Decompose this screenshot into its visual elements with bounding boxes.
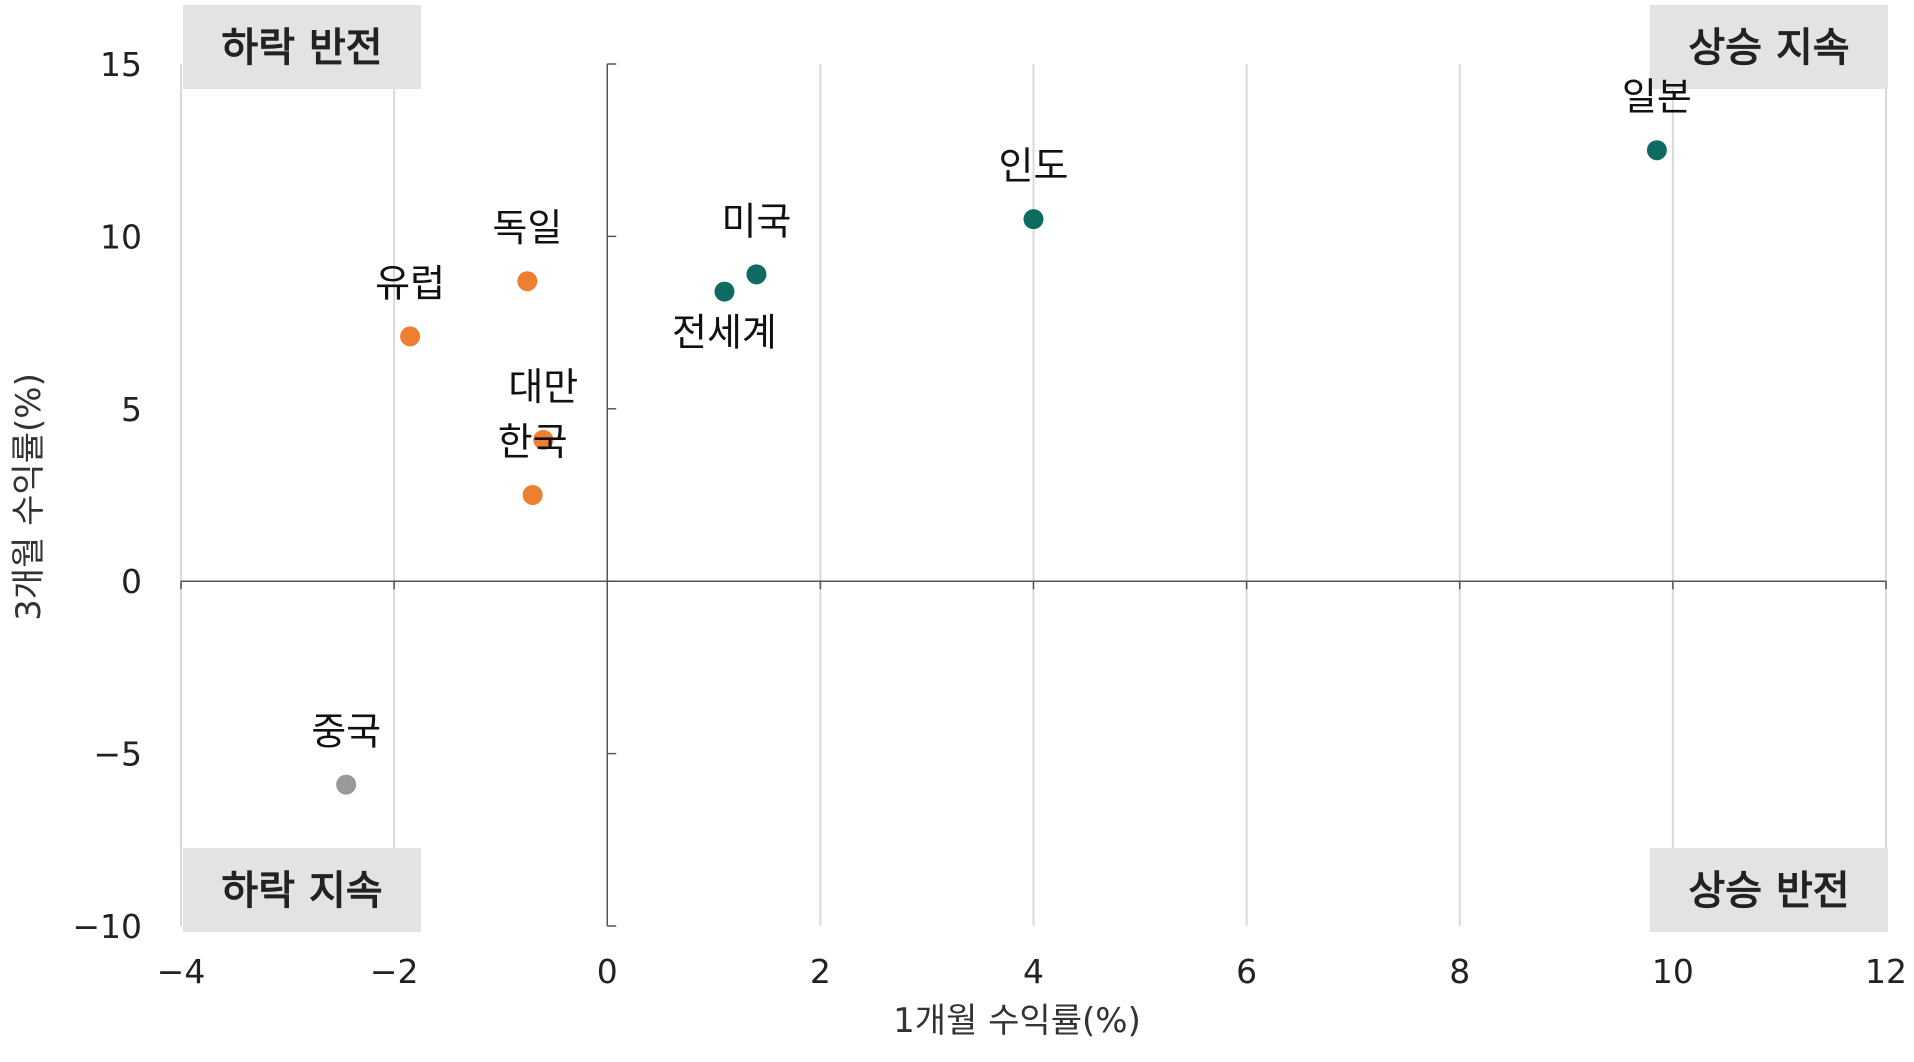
axes <box>180 63 1887 927</box>
x-tick-label: 10 <box>1652 952 1694 991</box>
tick-labels: −4 −2 0 2 4 6 8 10 12 −10 −5 0 5 10 15 <box>72 45 1907 991</box>
data-point <box>336 774 357 795</box>
x-tick-label: 12 <box>1865 952 1907 991</box>
point-label: 대만 <box>508 365 578 409</box>
quadrant-box-top-left <box>183 5 421 89</box>
data-point <box>1023 209 1044 230</box>
y-tick-label: 15 <box>100 45 142 84</box>
data-point <box>746 264 767 285</box>
y-axis-title: 3개월 수익률(%) <box>9 373 49 621</box>
quadrant-label-bottom-left: 하락 지속 <box>221 868 382 914</box>
point-label: 인도 <box>999 144 1069 188</box>
data-point <box>517 271 538 292</box>
quadrant-label-bottom-right: 상승 반전 <box>1688 868 1849 914</box>
point-label: 일본 <box>1622 75 1692 119</box>
quadrant-box-bottom-right <box>1650 848 1888 932</box>
data-point <box>1646 140 1667 161</box>
x-axis-title: 1개월 수익률(%) <box>893 1001 1141 1041</box>
point-label: 유럽 <box>375 261 445 305</box>
data-point <box>533 429 554 450</box>
x-tick-label: −4 <box>157 952 206 991</box>
y-tick-label: −5 <box>93 735 142 774</box>
quadrant-box-bottom-left <box>183 848 421 932</box>
point-label: 독일 <box>492 206 562 250</box>
point-label: 전세계 <box>672 311 777 355</box>
point-label: 한국 <box>498 420 568 464</box>
x-tick-label: −2 <box>370 952 419 991</box>
data-point <box>714 281 735 302</box>
y-tick-label: 5 <box>121 390 142 429</box>
x-tick-label: 2 <box>810 952 831 991</box>
y-tick-label: −10 <box>72 907 142 946</box>
x-tick-label: 4 <box>1023 952 1044 991</box>
x-tick-label: 0 <box>597 952 618 991</box>
x-tick-label: 8 <box>1449 952 1470 991</box>
point-label: 미국 <box>721 199 791 243</box>
y-tick-label: 10 <box>100 217 142 256</box>
x-tick-label: 6 <box>1236 952 1257 991</box>
point-label: 중국 <box>311 710 381 754</box>
quadrant-label-top-right: 상승 지속 <box>1688 25 1849 71</box>
data-point <box>400 326 421 347</box>
quadrant-label-top-left: 하락 반전 <box>221 25 382 71</box>
quadrant-box-top-right <box>1650 5 1888 89</box>
grid-lines <box>180 64 1887 926</box>
y-tick-label: 0 <box>121 562 142 601</box>
data-point <box>522 485 543 505</box>
